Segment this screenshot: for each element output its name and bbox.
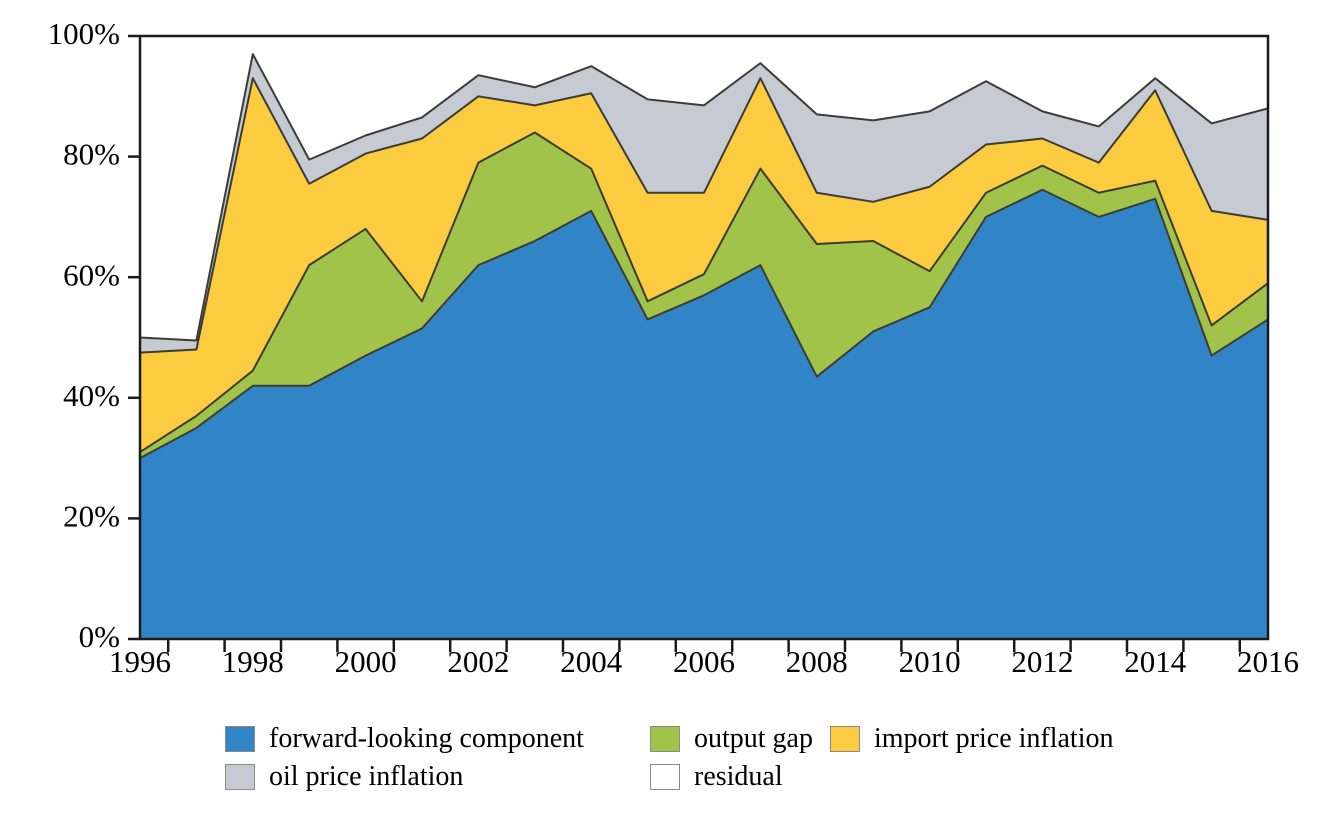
y-axis-label: 60% — [63, 257, 120, 292]
area-output-gap — [140, 132, 1268, 459]
legend-label-oil-price-inflation: oil price inflation — [269, 761, 464, 792]
legend-item-output-gap: output gap — [650, 723, 813, 754]
x-axis-label: 1996 — [109, 644, 171, 679]
boundary-oil-price-inflation — [139, 53, 1269, 342]
legend-label-forward-looking-component: forward-looking component — [269, 723, 584, 754]
legend-swatch-forward-looking-component — [225, 726, 255, 752]
legend-swatch-oil-price-inflation — [225, 764, 255, 790]
y-axis-label: 80% — [63, 137, 120, 172]
legend-item-import-price-inflation: import price inflation — [830, 723, 1114, 754]
y-axis-label: 0% — [79, 619, 120, 654]
y-axis-label: 20% — [63, 499, 120, 534]
x-axis-label: 2006 — [673, 644, 735, 679]
x-axis-label: 2004 — [560, 644, 623, 679]
legend-swatch-residual — [650, 764, 680, 790]
area-oil-price-inflation — [140, 54, 1268, 353]
x-axis-label: 2002 — [447, 644, 509, 679]
legend-item-oil-price-inflation: oil price inflation — [225, 761, 464, 792]
boundary-output-gap — [139, 131, 1269, 453]
area-residual — [140, 36, 1268, 341]
legend-item-forward-looking-component: forward-looking component — [225, 723, 584, 754]
legend-label-residual: residual — [694, 761, 783, 792]
x-axis-label: 2012 — [1011, 644, 1073, 679]
legend-label-import-price-inflation: import price inflation — [874, 723, 1114, 754]
legend-swatch-import-price-inflation — [830, 726, 860, 752]
x-axis-label: 2010 — [899, 644, 961, 679]
boundary-forward-looking-component — [139, 188, 1269, 459]
y-axis-label: 40% — [63, 378, 120, 413]
legend-swatch-output-gap — [650, 726, 680, 752]
y-axis-label: 100% — [48, 16, 120, 51]
area-forward-looking-component — [140, 189, 1268, 639]
legend: forward-looking component output gap imp… — [0, 0, 1338, 792]
boundary-import-price-inflation — [139, 77, 1269, 354]
area-import-price-inflation — [140, 78, 1268, 453]
legend-item-residual: residual — [650, 761, 783, 792]
legend-label-output-gap: output gap — [694, 723, 813, 754]
x-axis-label: 2000 — [335, 644, 397, 679]
plot-border — [138, 34, 1270, 641]
x-axis-label: 2016 — [1237, 644, 1299, 679]
x-axis-label: 2008 — [786, 644, 848, 679]
x-axis-label: 1998 — [222, 644, 284, 679]
x-axis-label: 2014 — [1124, 644, 1187, 679]
